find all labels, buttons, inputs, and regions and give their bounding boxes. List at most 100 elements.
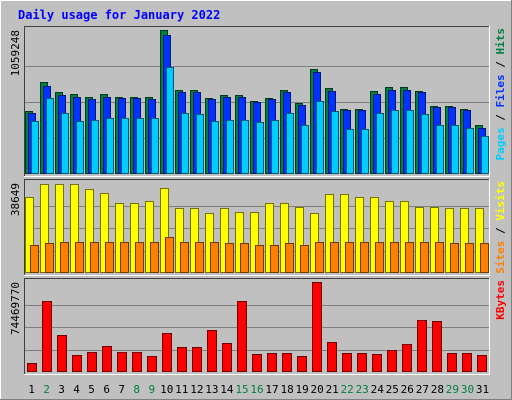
bar-sites-day-9 (150, 242, 159, 273)
bar-pages-day-1 (31, 121, 39, 174)
bar-visits-day-8 (130, 203, 139, 273)
bar-sites-day-7 (120, 242, 129, 273)
bar-sites-day-25 (390, 242, 399, 273)
bar-kbytes-day-3 (57, 335, 67, 372)
bar-visits-day-17 (265, 203, 274, 273)
bar-kbytes-day-7 (117, 352, 127, 372)
bar-visits-day-16 (250, 212, 259, 273)
bar-visits-day-12 (190, 208, 199, 273)
legend-separator: / (494, 221, 507, 241)
x-tick-label-day-14: 14 (220, 383, 234, 396)
bar-pages-day-19 (301, 125, 309, 174)
bar-pages-day-4 (76, 121, 84, 174)
bar-kbytes-day-11 (177, 347, 187, 372)
bar-sites-day-17 (270, 245, 279, 273)
bar-sites-day-27 (420, 242, 429, 273)
bar-kbytes-day-16 (252, 354, 262, 372)
bar-visits-day-11 (175, 208, 184, 273)
x-tick-label-day-27: 27 (416, 383, 429, 396)
bar-kbytes-day-15 (237, 301, 247, 372)
bar-visits-day-3 (55, 184, 64, 273)
x-axis-labels: 1 2 3 4 5 6 7 8 9 10 11 12 13 14 15 16 17 18 19 20 21 22 23 24 2… (28, 383, 489, 396)
legend-entry-kbytes: KBytes (494, 280, 507, 320)
series-kbytes (27, 282, 487, 372)
bar-kbytes-day-17 (267, 353, 277, 372)
bar-pages-day-10 (166, 67, 174, 174)
bar-kbytes-day-6 (102, 346, 112, 372)
bar-visits-day-5 (85, 189, 94, 273)
bar-kbytes-day-5 (87, 352, 97, 372)
bar-pages-day-23 (361, 129, 369, 174)
bar-visits-day-29 (445, 208, 454, 273)
bar-kbytes-day-19 (297, 356, 307, 372)
bar-pages-day-2 (46, 98, 54, 174)
bar-visits-day-9 (145, 201, 154, 273)
bar-pages-day-11 (181, 113, 189, 174)
bar-pages-day-9 (151, 118, 159, 174)
bar-sites-day-8 (135, 242, 144, 273)
bar-kbytes-day-2 (42, 301, 52, 372)
bar-visits-day-25 (385, 201, 394, 273)
bar-pages-day-16 (256, 122, 264, 174)
x-tick-label-day-9: 9 (148, 383, 155, 396)
bar-sites-day-24 (375, 242, 384, 273)
bar-pages-day-15 (241, 120, 249, 174)
x-tick-label-day-29: 29 (446, 383, 459, 396)
legend-hits: Pages / Files / Hits (494, 28, 507, 161)
bar-kbytes-day-28 (432, 321, 442, 372)
bar-visits-day-26 (400, 201, 409, 273)
x-tick-label-day-13: 13 (205, 383, 218, 396)
legend-entry-visits: Visits (494, 181, 507, 221)
bar-pages-day-20 (316, 101, 324, 174)
bar-visits-day-22 (340, 194, 349, 273)
bar-pages-day-14 (226, 120, 234, 174)
bar-visits-day-30 (460, 208, 469, 273)
x-tick-label-day-22: 22 (341, 383, 354, 396)
bar-sites-day-4 (75, 242, 84, 273)
bar-kbytes-day-29 (447, 353, 457, 372)
legend-separator: / (494, 55, 507, 75)
bar-kbytes-day-22 (342, 353, 352, 372)
bar-sites-day-22 (345, 242, 354, 273)
bar-pages-day-30 (466, 128, 474, 174)
bar-kbytes-day-30 (462, 353, 472, 372)
bar-visits-day-21 (325, 194, 334, 273)
bar-kbytes-day-23 (357, 353, 367, 372)
bar-pages-day-28 (436, 125, 444, 174)
x-tick-label-day-25: 25 (386, 383, 399, 396)
y-max-label-kbytes: 74469770 (9, 282, 22, 335)
bar-pages-day-29 (451, 125, 459, 174)
panel-hits: 1059248 Pages / Files / Hits (9, 26, 507, 177)
bar-sites-day-13 (210, 242, 219, 273)
x-tick-label-day-24: 24 (371, 383, 385, 396)
bar-visits-day-31 (475, 208, 484, 273)
bar-kbytes-day-9 (147, 356, 157, 372)
x-tick-label-day-8: 8 (133, 383, 140, 396)
bar-kbytes-day-20 (312, 282, 322, 372)
series-visits (25, 184, 484, 273)
bar-kbytes-day-21 (327, 342, 337, 372)
bar-kbytes-day-12 (192, 347, 202, 372)
legend-kbytes: KBytes (494, 280, 507, 320)
bar-visits-day-6 (100, 193, 109, 273)
bar-visits-day-28 (430, 207, 439, 273)
x-tick-label-day-4: 4 (73, 383, 80, 396)
bar-pages-day-3 (61, 113, 69, 174)
x-tick-label-day-7: 7 (118, 383, 125, 396)
bar-visits-day-2 (40, 184, 49, 273)
bar-sites-day-16 (255, 245, 264, 273)
bar-kbytes-day-25 (387, 350, 397, 372)
bar-sites-day-20 (315, 242, 324, 273)
bar-pages-day-21 (331, 111, 339, 174)
x-tick-label-day-21: 21 (326, 383, 339, 396)
bar-kbytes-day-27 (417, 320, 427, 372)
x-tick-label-day-28: 28 (431, 383, 444, 396)
x-tick-label-day-17: 17 (265, 383, 278, 396)
bar-pages-day-27 (421, 114, 429, 174)
bar-kbytes-day-1 (27, 363, 37, 372)
bar-pages-day-18 (286, 113, 294, 174)
bar-pages-day-13 (211, 121, 219, 174)
x-tick-label-day-15: 15 (235, 383, 248, 396)
x-tick-label-day-20: 20 (310, 383, 323, 396)
bar-pages-day-7 (121, 118, 129, 174)
